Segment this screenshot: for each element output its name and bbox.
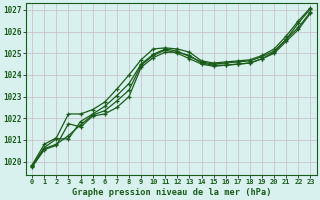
X-axis label: Graphe pression niveau de la mer (hPa): Graphe pression niveau de la mer (hPa) xyxy=(72,188,271,197)
